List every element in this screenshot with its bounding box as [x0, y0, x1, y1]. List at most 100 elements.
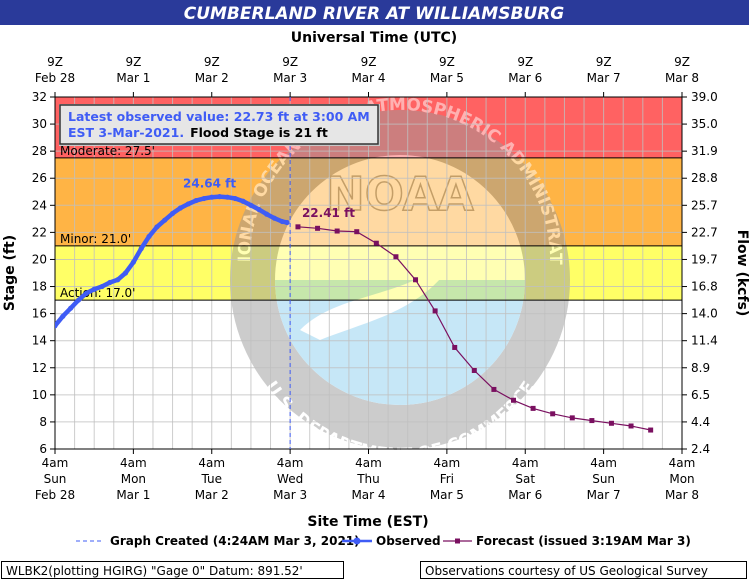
forecast-point [295, 224, 301, 230]
forecast-point [569, 415, 575, 421]
stage-tick-label: 20 [32, 252, 47, 266]
stage-tick-label: 6 [39, 442, 47, 456]
observed-point [162, 217, 168, 223]
observed-point [99, 283, 105, 290]
site-time-tick-day: Tue [201, 472, 223, 486]
threshold-label-action: Action: 17.0' [60, 286, 135, 300]
observed-point [130, 259, 136, 265]
latest-observed-line2: EST 3-Mar-2021. Flood Stage is 21 ft [68, 125, 328, 140]
forecast-point [354, 229, 360, 235]
series-layer [55, 194, 654, 433]
threshold-label-minor: Minor: 21.0' [60, 232, 131, 246]
site-time-tick-date: Mar 4 [351, 488, 385, 502]
utc-tick-hour: 9Z [125, 55, 141, 69]
observed-point [55, 323, 58, 329]
stage-tick-label: 24 [32, 198, 47, 212]
observed-point [271, 215, 278, 221]
stage-tick-label: 18 [32, 280, 47, 294]
utc-tick-date: Mar 2 [195, 71, 229, 85]
observed-point [201, 195, 207, 202]
credit-footer: Observations courtesy of US Geological S… [420, 561, 747, 579]
latest-observed-box [59, 104, 379, 145]
stage-tick-label: 30 [32, 117, 47, 131]
stage-tick-label: 14 [32, 334, 47, 348]
forecast-point [334, 228, 340, 234]
datum-footer: WLBK2(plotting HGIRG) "Gage 0" Datum: 89… [1, 561, 344, 579]
utc-tick-hour: 9Z [517, 55, 533, 69]
forecast-point [491, 386, 497, 392]
stage-tick-label: 12 [32, 361, 47, 375]
observed-point [209, 194, 215, 200]
observed-point [193, 197, 199, 204]
site-time-axis: 4am Sun Feb 28 4am Mon Mar 1 4am Tue Mar 2 4am Wed… [35, 449, 699, 502]
x-axis-label: Site Time (EST) [307, 514, 428, 530]
forecast-point [393, 254, 399, 260]
utc-tick-hour: 9Z [596, 55, 612, 69]
flow-tick-label: 11.4 [691, 334, 718, 348]
flow-tick-label: 2.4 [691, 442, 710, 456]
site-time-tick-day: Sun [44, 472, 67, 486]
forecast-point [589, 418, 595, 424]
site-time-tick-hour: 4am [590, 456, 617, 470]
site-time-tick-hour: 4am [669, 456, 696, 470]
observed-point [138, 246, 144, 252]
forecast-point [608, 420, 614, 426]
latest-observed-time: EST 3-Mar-2021. [68, 125, 184, 140]
utc-tick-date: Mar 4 [351, 71, 385, 85]
legend-forecast-marker [455, 538, 460, 544]
threshold-label-moderate: Moderate: 27.5' [60, 144, 155, 158]
site-time-tick-date: Mar 2 [195, 488, 229, 502]
site-time-tick-hour: 4am [512, 456, 539, 470]
observed-point [115, 277, 121, 283]
observed-point [224, 194, 231, 200]
title-bar [0, 0, 749, 25]
watermark-logo-text: NOAA [326, 167, 474, 221]
observed-point [284, 219, 290, 226]
site-time-tick-hour: 4am [355, 456, 382, 470]
observed-point [232, 195, 238, 202]
observed-point [154, 224, 160, 230]
utc-tick-date: Mar 8 [665, 71, 699, 85]
utc-tick-date: Mar 5 [430, 71, 464, 85]
stage-tick-label: 10 [32, 388, 47, 402]
forecast-point [510, 397, 516, 403]
observed-peak-label: 24.64 ft [183, 177, 236, 191]
stage-axis: 6 8 10 12 14 16 18 20 22 24 26 28 30 32 [32, 90, 55, 456]
legend-observed: Observed [376, 534, 441, 548]
utc-tick-hour: 9Z [361, 55, 377, 69]
stage-tick-label: 16 [32, 307, 47, 321]
site-time-tick-day: Thu [356, 472, 380, 486]
forecast-point [315, 225, 321, 231]
flow-tick-label: 16.8 [691, 280, 718, 294]
legend-graph-created: Graph Created (4:24AM Mar 3, 2021) [110, 534, 360, 548]
y-axis-label: Stage (ft) [2, 235, 18, 311]
site-time-tick-day: Mon [121, 472, 146, 486]
stage-tick-label: 26 [32, 171, 47, 185]
stage-tick-label: 32 [32, 90, 47, 104]
site-time-tick-day: Wed [277, 472, 303, 486]
site-time-tick-date: Mar 6 [508, 488, 542, 502]
flood-stage-note: Flood Stage is 21 ft [190, 125, 328, 140]
observed-point [91, 286, 97, 292]
forecast-point [432, 308, 438, 314]
forecast-point [530, 405, 536, 411]
forecast-point [413, 277, 419, 283]
observed-point [146, 233, 152, 240]
stage-tick-label: 22 [32, 225, 47, 239]
site-time-tick-hour: 4am [120, 456, 147, 470]
site-time-tick-hour: 4am [277, 456, 304, 470]
forecast-point [648, 427, 654, 433]
utc-tick-date: Mar 1 [116, 71, 150, 85]
forecast-point [628, 423, 634, 429]
site-time-tick-day: Fri [440, 472, 454, 486]
flow-tick-label: 35.0 [691, 117, 718, 131]
stage-tick-label: 28 [32, 144, 47, 158]
flood-category-labels: Action: 17.0' Minor: 21.0' Moderate: 27.5' [55, 144, 682, 301]
site-time-tick-date: Mar 1 [116, 488, 150, 502]
utc-tick-date: Mar 3 [273, 71, 307, 85]
observed-point [83, 290, 89, 296]
observed-point [177, 205, 183, 211]
utc-axis: 9Z Feb 28 9Z Mar 1 9Z Mar 2 9Z Mar 3 9Z Mar 4 9Z Ma… [35, 55, 699, 97]
forecast-point [550, 411, 556, 417]
site-time-tick-hour: 4am [198, 456, 225, 470]
